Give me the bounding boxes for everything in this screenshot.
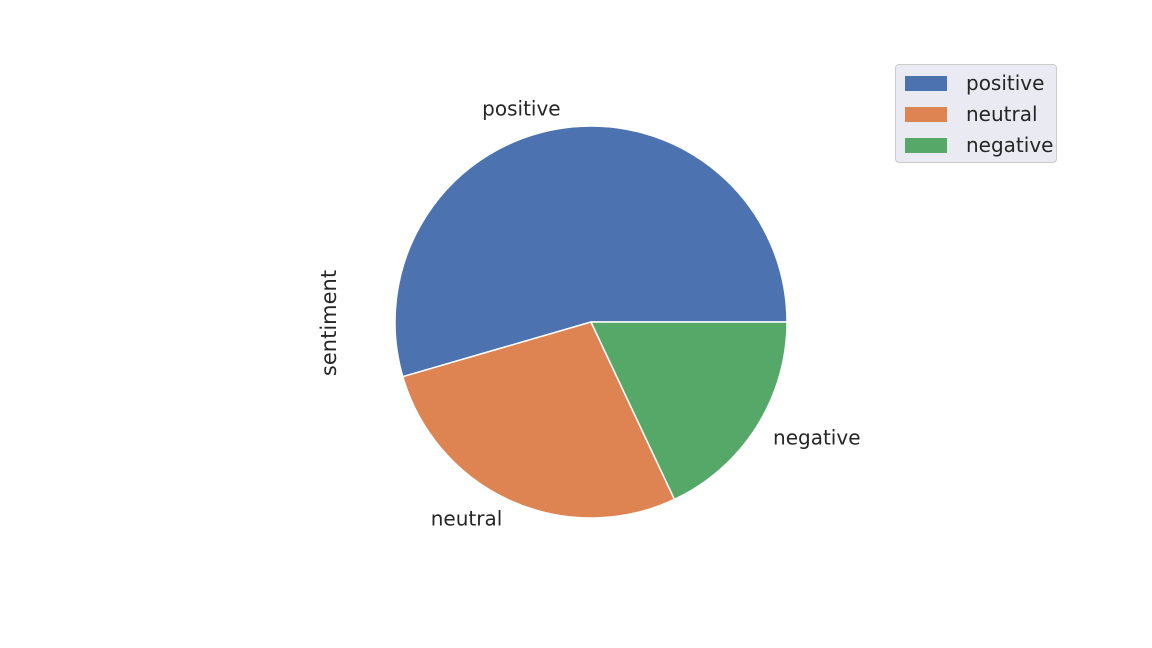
legend-label-neutral: neutral [966,102,1038,126]
pie-labels: positive neutral negative [431,97,861,531]
legend-entry-negative: negative [905,133,1053,157]
pie-slice-neutral [402,321,676,519]
legend: positive neutral negative [895,64,1057,163]
legend-label-positive: positive [966,71,1045,95]
legend-swatch-negative [905,137,947,153]
pie-label-neutral: neutral [431,506,503,530]
pie-label-positive: positive [482,97,560,121]
legend-entry-positive: positive [905,71,1044,95]
legend-swatch-positive [905,75,947,91]
pie-slice-positive [394,125,788,378]
y-axis-label: sentiment [317,270,341,376]
legend-swatch-neutral [905,106,947,122]
legend-label-negative: negative [966,133,1054,157]
legend-entry-neutral: neutral [905,102,1038,126]
pie-label-negative: negative [773,426,860,450]
pie-slice-negative [590,321,788,501]
pie-slices [394,125,788,519]
